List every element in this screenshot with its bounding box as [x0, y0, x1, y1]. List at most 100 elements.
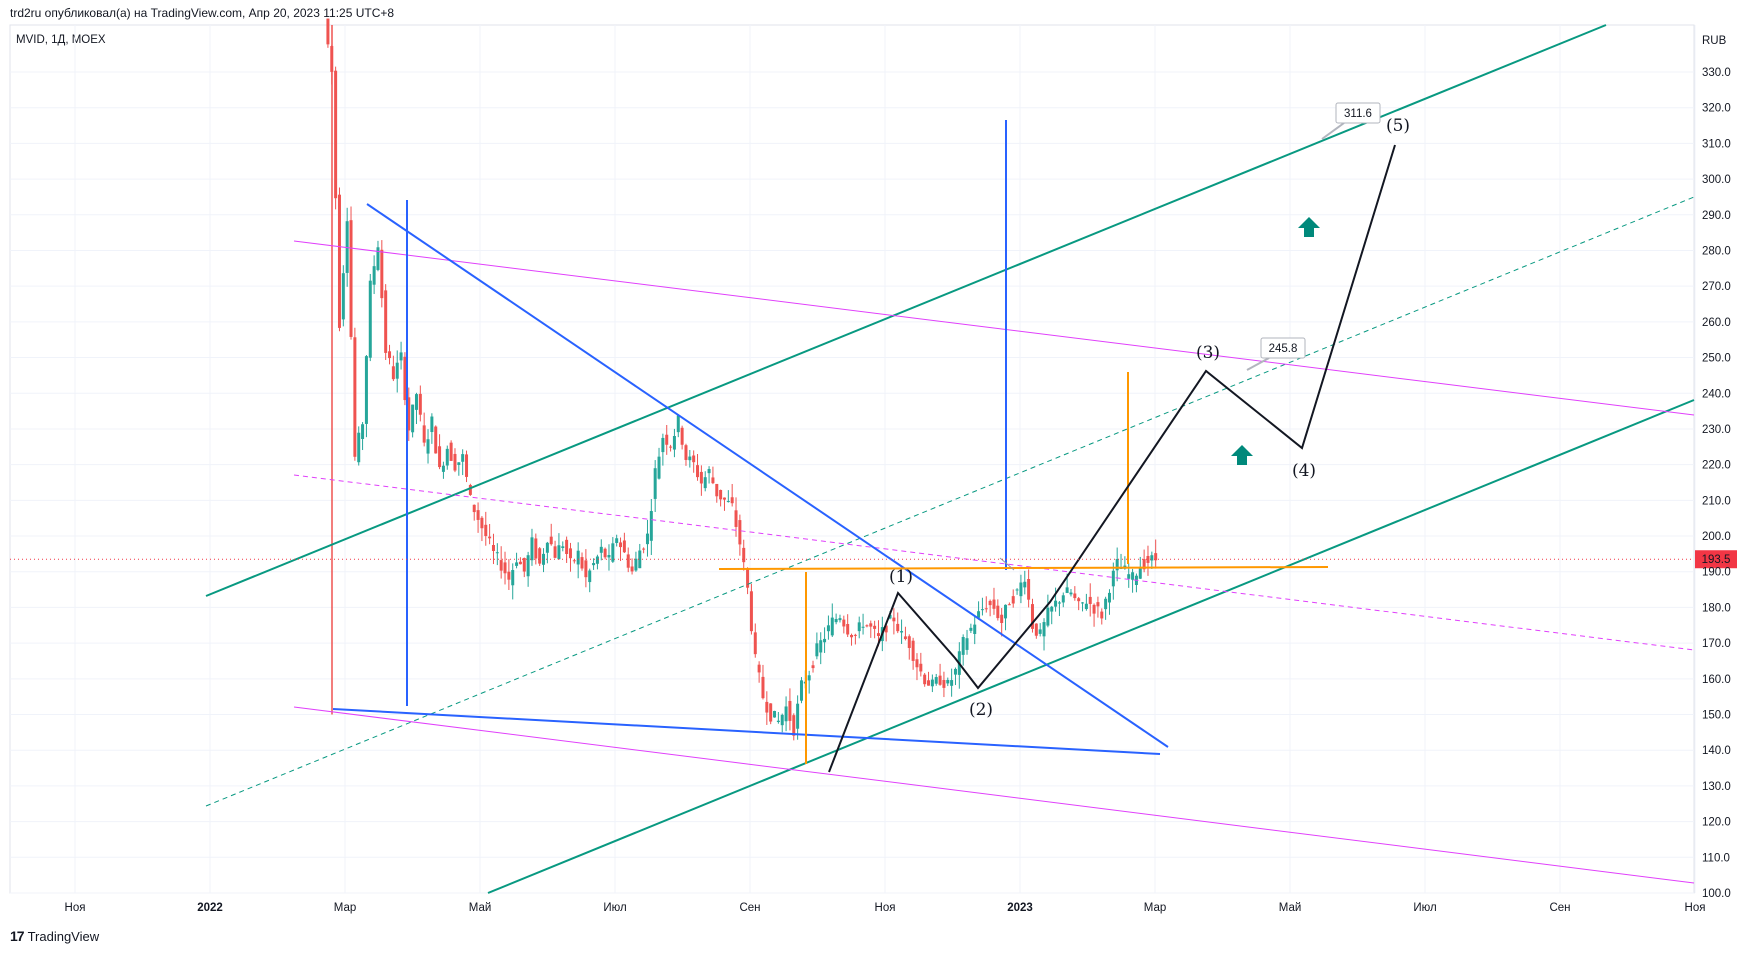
candle-body [434, 426, 438, 454]
candle-body [476, 510, 480, 520]
tradingview-footer[interactable]: 17 TradingView [10, 928, 99, 944]
candle-body [388, 351, 392, 359]
x-tick-label: Мар [1144, 902, 1167, 914]
candle-body [950, 680, 954, 686]
candle-body [642, 548, 646, 550]
x-tick-label: Июл [603, 902, 626, 914]
x-tick-label: Ноя [1685, 902, 1706, 914]
candle-body [1042, 622, 1046, 637]
x-tick-label: Май [469, 902, 492, 914]
candle-body [376, 247, 380, 270]
candle-body [977, 611, 981, 618]
candle-body [357, 432, 361, 463]
candle-body [457, 462, 461, 465]
blue-triangle-upper [366, 203, 1169, 748]
y-tick-label: 120.0 [1702, 817, 1731, 829]
candle-body [399, 352, 403, 361]
candle-body [826, 625, 830, 632]
candle-body [1069, 592, 1073, 595]
candle-body [722, 497, 726, 500]
candle-body [988, 600, 992, 606]
candle-body [900, 631, 904, 633]
y-tick-label: 250.0 [1702, 353, 1731, 365]
candle-body [495, 552, 499, 554]
candle-body [1131, 572, 1135, 580]
candle-body [1077, 598, 1081, 602]
candle-body [326, 18, 330, 45]
candle-body [445, 448, 449, 466]
y-tick-label: 210.0 [1702, 495, 1731, 507]
candle-body [699, 471, 703, 484]
candle-body [857, 622, 861, 632]
candle-body [649, 511, 653, 541]
candle-body [915, 659, 919, 668]
candle-body [780, 714, 784, 726]
candle-body [395, 362, 399, 379]
candle-body [903, 636, 907, 640]
candle-body [799, 680, 803, 701]
candle-body [807, 675, 811, 681]
candle-body [965, 638, 969, 650]
candle-body [984, 608, 988, 610]
wave-label: (3) [1196, 343, 1220, 363]
candle-body [538, 548, 542, 564]
candle-body [561, 546, 565, 549]
y-tick-label: 200.0 [1702, 531, 1731, 543]
price-chart[interactable]: 193.5 311.6 245.8 (1) (2) (3) (4) (5) RUB 330.0 3… [0, 0, 1754, 920]
candle-body [873, 625, 877, 629]
symbol-legend[interactable]: MVID, 1Д, MOEX [16, 34, 106, 46]
candle-body [715, 483, 719, 497]
candle-body [407, 397, 411, 431]
channel-lower-line [487, 399, 1695, 894]
candle-body [942, 679, 946, 688]
candle-body [865, 625, 869, 627]
candle-body [1150, 555, 1154, 561]
candle-body [850, 634, 854, 638]
candle-body [661, 437, 665, 453]
candle-body [734, 510, 738, 527]
candle-body [953, 668, 957, 675]
candle-body [380, 249, 384, 299]
candle-body [611, 543, 615, 562]
candle-body [403, 356, 407, 401]
candle-body [603, 548, 607, 558]
candle-body [669, 446, 673, 448]
candle-body [1154, 553, 1158, 561]
y-tick-label: 180.0 [1702, 602, 1731, 614]
y-tick-label: 190.0 [1702, 567, 1731, 579]
candle-body [969, 627, 973, 631]
candle-body [638, 550, 642, 569]
candle-body [584, 560, 588, 578]
channel-mid-line [205, 196, 1695, 807]
wave-label: (1) [889, 567, 913, 587]
y-tick-label: 140.0 [1702, 745, 1731, 757]
candle-body [773, 710, 777, 718]
candle-body [438, 446, 442, 468]
y-tick-label: 270.0 [1702, 281, 1731, 293]
candle-body [515, 562, 519, 566]
candle-body [672, 435, 676, 450]
candle-body [607, 554, 611, 558]
candle-body [834, 618, 838, 623]
candle-body [1111, 570, 1115, 587]
tradingview-logo-icon: 17 [10, 928, 25, 944]
candle-body [738, 520, 742, 545]
candle-body [1034, 623, 1038, 636]
candle-body [665, 434, 669, 445]
candle-body [588, 570, 592, 583]
candle-body [453, 453, 457, 471]
candle-body [1142, 559, 1146, 570]
y-tick-label: 230.0 [1702, 424, 1731, 436]
candle-body [1007, 604, 1011, 606]
candle-body [938, 675, 942, 685]
y-tick-label: 110.0 [1702, 852, 1730, 864]
y-tick-label: 290.0 [1702, 210, 1731, 222]
x-tick-label: Сен [739, 902, 760, 914]
orange-neckline [718, 566, 1329, 570]
candle-body [592, 563, 596, 566]
candle-body [1146, 555, 1150, 563]
candle-body [753, 632, 757, 655]
candle-body [776, 720, 780, 722]
candle-body [468, 484, 472, 495]
candle-body [657, 456, 661, 479]
